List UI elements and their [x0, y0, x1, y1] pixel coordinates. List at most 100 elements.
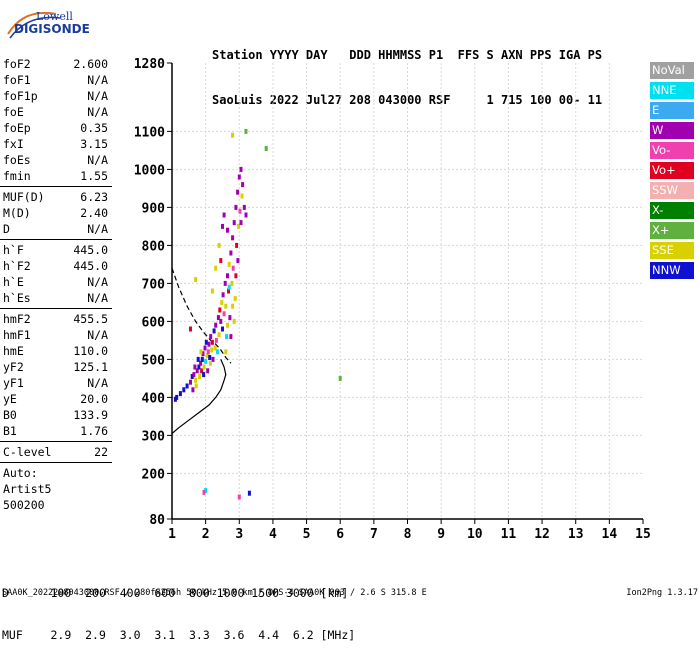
echo-point	[175, 394, 179, 400]
muf-distance-value: 1500	[244, 586, 279, 600]
param-value: 0.35	[80, 121, 108, 135]
echo-point	[197, 364, 201, 370]
muf-distance-value: 600	[140, 586, 176, 600]
x-tick-label: 8	[404, 527, 412, 542]
echo-point	[182, 387, 186, 393]
param-row-fof1p: foF1p N/A	[0, 88, 112, 104]
auto-scaling-text: 500200	[3, 498, 45, 512]
param-label: MUF(D)	[3, 190, 45, 204]
echo-point	[221, 292, 225, 298]
echo-point	[219, 318, 223, 324]
x-tick-label: 13	[568, 527, 584, 542]
param-row-fof2: foF2 2.600	[0, 56, 112, 72]
echo-point	[178, 391, 182, 397]
echo-point	[214, 337, 218, 343]
echo-point	[229, 334, 233, 340]
param-value: N/A	[87, 376, 108, 390]
echo-point	[231, 303, 235, 309]
echo-point	[228, 315, 232, 321]
echo-point	[207, 341, 211, 347]
y-tick-label: 80	[149, 513, 165, 528]
echo-point	[242, 204, 246, 210]
echo-point	[206, 349, 210, 355]
param-label: foF2	[3, 57, 31, 71]
echo-point	[237, 223, 241, 229]
x-tick-label: 15	[635, 527, 651, 542]
param-row-d: D N/A	[0, 221, 112, 237]
echo-point	[208, 360, 212, 366]
param-row-hf: h`F 445.0	[0, 242, 112, 258]
station-header: Station YYYY DAY DDD HHMMSS P1 FFS S AXN…	[212, 18, 602, 123]
legend-item-vominus: Vo-	[650, 142, 694, 159]
muf-distance-value: 100	[36, 586, 72, 600]
param-row-hmf1: hmF1 N/A	[0, 327, 112, 343]
x-tick-label: 14	[602, 527, 618, 542]
echo-point	[202, 372, 206, 378]
profile-line-dashed	[171, 268, 232, 364]
echo-point	[221, 223, 224, 229]
legend-item-e: E	[650, 102, 694, 119]
param-label: hmE	[3, 344, 24, 358]
muf-distance-value: 400	[105, 586, 141, 600]
legend-item-nnw: NNW	[650, 262, 694, 279]
param-row-foe: foE N/A	[0, 104, 112, 120]
y-tick-label: 1000	[134, 163, 165, 178]
echo-point	[220, 299, 224, 305]
param-label: yF1	[3, 376, 24, 390]
muf-distance-value: 200	[71, 586, 106, 600]
x-tick-label: 1	[168, 527, 176, 542]
y-tick-label: 700	[142, 277, 166, 292]
echo-point	[194, 383, 198, 389]
auto-scaling-text: Artist5	[3, 482, 52, 496]
param-value: 20.0	[80, 392, 108, 406]
param-value: 445.0	[73, 259, 108, 273]
echo-point	[244, 212, 248, 218]
echo-point	[218, 307, 222, 313]
polarization-legend: NoVal NNE E W Vo- Vo+ SSW X- X+ SSE NNW	[650, 62, 694, 282]
param-divider	[0, 441, 112, 442]
echo-point	[205, 353, 209, 359]
param-value: 110.0	[73, 344, 108, 358]
param-row-he: h`E N/A	[0, 274, 112, 290]
muf-frequency-value: 4.4	[244, 628, 279, 642]
echo-point	[235, 242, 239, 248]
echo-point	[200, 368, 204, 374]
echo-point	[214, 322, 218, 328]
y-tick-label: 800	[142, 239, 166, 254]
muf-frequency-value: 2.9	[71, 628, 106, 642]
x-tick-label: 10	[467, 527, 483, 542]
muf-frequency-value: 3.6	[209, 628, 245, 642]
param-label: h`F	[3, 243, 24, 257]
echo-point	[189, 379, 192, 385]
muf-distance-value: 3000	[279, 586, 314, 600]
param-row-b0: B0 133.9	[0, 407, 112, 423]
param-value: 2.600	[73, 57, 108, 71]
echo-point	[225, 334, 228, 340]
param-label: hmF2	[3, 312, 31, 326]
x-tick-label: 6	[336, 527, 344, 542]
echo-point	[219, 258, 223, 264]
x-tick-label: 9	[437, 527, 445, 542]
echo-point	[210, 347, 214, 353]
param-label: D	[3, 222, 10, 236]
param-row-hes: h`Es N/A	[0, 290, 112, 306]
param-label: foF1p	[3, 89, 38, 103]
param-value: N/A	[87, 89, 108, 103]
muf-distance-value: 800	[175, 586, 210, 600]
logo-swoosh-icon	[7, 12, 61, 39]
y-tick-label: 1100	[134, 125, 165, 140]
y-tick-label: 1280	[134, 57, 165, 72]
echo-point	[199, 349, 203, 355]
muf-frequency-label: MUF	[2, 628, 37, 642]
param-value: 6.23	[80, 190, 108, 204]
echo-point	[215, 349, 219, 355]
echo-point	[204, 358, 208, 364]
ionogram-chart: 1 2 3 4 5 6 7 8 9 10 11 12 13 14 158020030040050060070…	[134, 57, 651, 542]
param-label: M(D)	[3, 206, 31, 220]
echo-point	[234, 204, 238, 210]
echo-point	[198, 374, 202, 379]
echo-point	[236, 258, 240, 264]
echo-point	[231, 132, 235, 138]
echo-point	[185, 383, 189, 389]
param-row-hmf2: hmF2 455.5	[0, 311, 112, 327]
